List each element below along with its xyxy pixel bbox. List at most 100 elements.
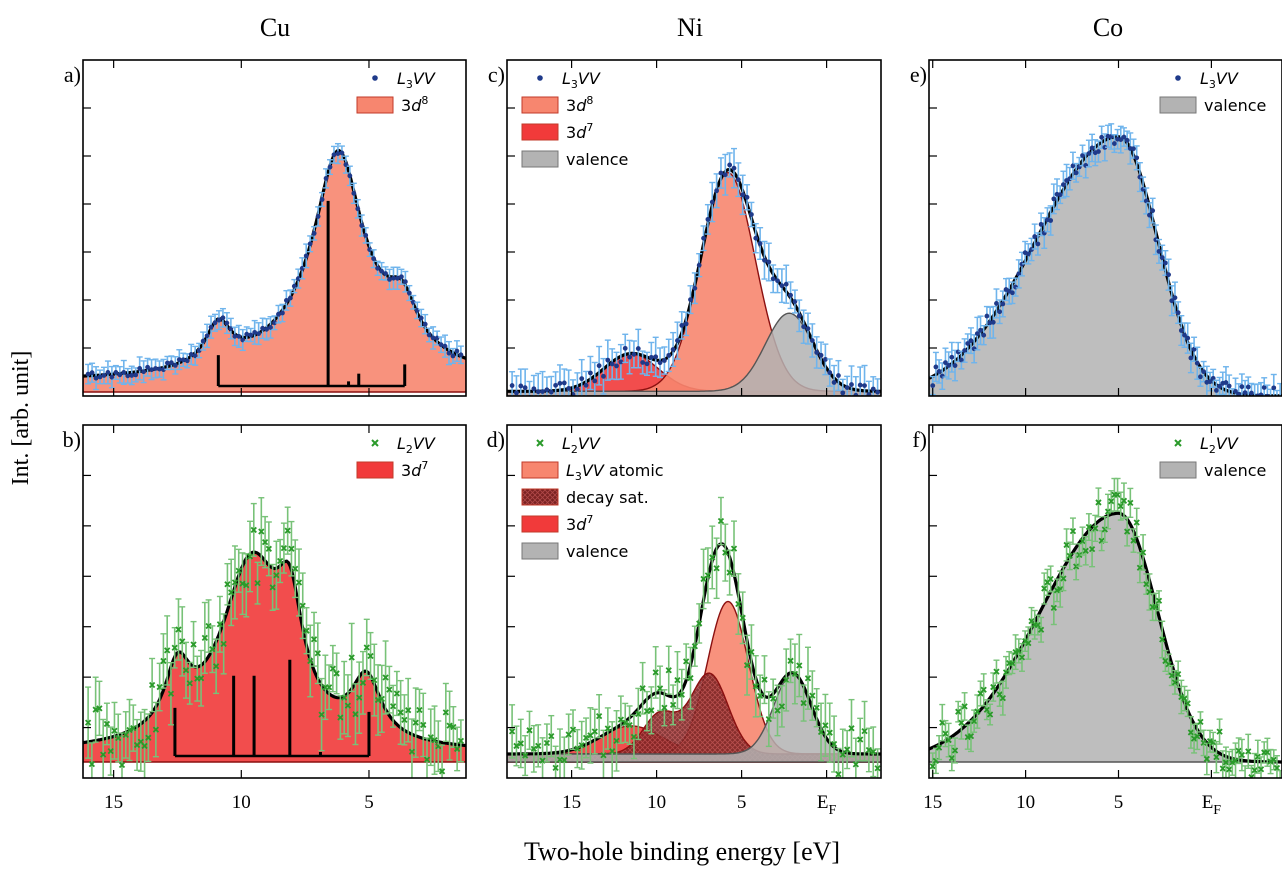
data-point [247,327,254,343]
data-point [1009,281,1016,305]
data-point [261,515,269,569]
data-point [104,360,111,385]
data-point [457,345,464,365]
data-point [870,726,877,778]
data-point [735,162,742,198]
data-point [961,338,968,363]
data-point [1060,565,1067,592]
panel-frame [928,424,1282,779]
data-point [1111,134,1118,154]
data-point [124,367,131,384]
data-point [307,235,314,253]
data-point [263,318,270,341]
fit-line [83,550,466,748]
data-point [1025,243,1032,265]
data-point [967,327,974,355]
data-point [209,625,216,674]
legend-label: L3VV [1200,69,1239,91]
data-point [735,573,742,635]
data-point [1149,197,1156,224]
data-point [1216,718,1223,745]
data-point [363,618,370,677]
data-point [160,633,167,689]
data-point [652,336,659,377]
data-point [172,356,179,375]
x-tick-label: EF [1202,792,1222,818]
data-point [999,680,1006,716]
legend-item: L3VV [372,69,436,91]
data-point [175,598,182,661]
data-point [1213,379,1220,396]
legend-label: valence [1204,461,1266,480]
data-point [112,364,119,380]
data-point [1108,490,1115,513]
data-point [1197,711,1204,733]
data-point [1092,514,1099,543]
data-point [442,682,449,743]
data-point [1238,738,1246,772]
data-point [111,701,118,760]
data-point [1079,526,1086,556]
data-point [748,201,755,228]
data-point [1156,238,1163,264]
legend-label: L2VV [397,434,436,456]
data-point [1155,590,1163,612]
data-point [228,558,235,627]
data-point [1018,642,1026,672]
data-point [223,312,230,335]
data-point [374,260,381,277]
data-point [160,358,167,381]
data-point [382,640,389,715]
data-point [378,664,385,733]
data-point [543,376,550,396]
data-point [639,661,646,715]
legend-item: 3d7 [521,121,593,142]
data-point [212,638,220,695]
data-point [359,650,367,715]
data-point [704,547,712,604]
data-point [1028,606,1035,636]
data-point [1130,138,1137,159]
data-point [852,737,859,778]
x-tick-label: EF [817,792,837,818]
data-point [1133,145,1140,171]
data-point [1101,133,1108,162]
data-point [89,362,96,383]
data-point [453,340,460,362]
data-point [200,331,207,351]
panel-label: a) [64,62,81,87]
data-point [722,523,729,582]
legend-label: 3d7 [566,513,593,534]
data-point [235,324,242,348]
data-point [168,355,175,371]
data-point [522,735,529,777]
legend-item: valence [1159,461,1266,480]
data-point [1270,749,1277,771]
data-point [85,363,92,385]
data-point [1207,371,1214,392]
data-point [267,316,274,339]
data-point [1130,528,1137,553]
data-point [255,322,262,346]
panel-b-cu-l2vv: 15 10 5 b) L2VV 3d7 [63,424,467,813]
data-point [739,174,746,216]
data-point [787,281,794,310]
legend-item: L3VV atomic [521,461,664,483]
data-point [530,374,537,396]
data-point [275,304,282,324]
data-point [774,268,781,294]
data-point [318,677,325,752]
data-point [346,165,353,187]
data-point [1238,373,1245,396]
data-point [122,711,129,759]
data-point [1181,322,1188,349]
panel-a-cu-l3vv: a) L3VV 3d8 [64,59,467,397]
data-point [839,728,846,778]
data-point [639,350,646,375]
data-point [743,634,751,696]
data-point [1073,552,1080,581]
data-point [1159,244,1166,271]
data-point [822,693,829,757]
data-point [152,701,160,758]
panel-label: d) [487,427,505,452]
